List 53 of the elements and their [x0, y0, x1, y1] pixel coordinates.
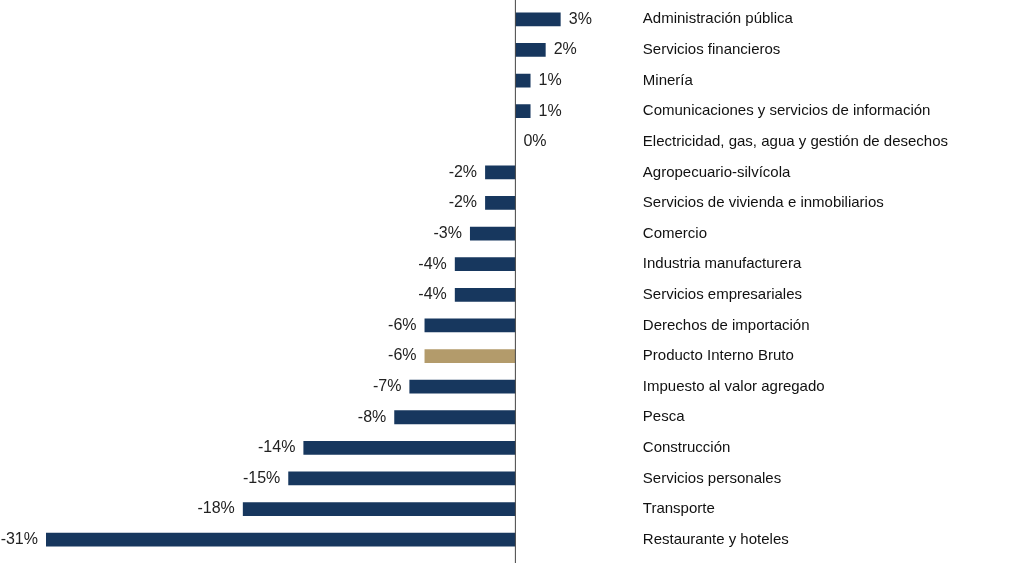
data-label: -14%	[258, 438, 296, 456]
bar	[242, 502, 516, 516]
data-label: -2%	[448, 193, 478, 211]
y-tick-label: Producto Interno Bruto	[642, 346, 794, 364]
bar	[454, 257, 516, 272]
y-tick-label: Servicios personales	[642, 468, 782, 486]
data-label: -2%	[448, 162, 478, 180]
y-tick-label: Pesca	[642, 407, 686, 425]
bar	[46, 532, 516, 547]
data-label: -6%	[388, 346, 417, 364]
bar	[515, 43, 546, 57]
y-tick-label: Agropecuario-silvícola	[642, 162, 792, 180]
data-label: 1%	[538, 101, 562, 119]
y-tick-label: Electricidad, gas, agua y gestión de desechos	[642, 131, 949, 149]
bar	[454, 287, 516, 302]
y-tick-label: Servicios de vivienda e inmobiliarios	[642, 193, 884, 211]
data-label: -4%	[418, 254, 447, 272]
data-label: -3%	[433, 223, 462, 241]
bar	[409, 379, 516, 394]
bar	[515, 73, 531, 88]
data-label: 2%	[553, 40, 577, 58]
y-tick-label: Comercio	[642, 223, 707, 241]
data-label: -8%	[357, 407, 387, 425]
bar	[515, 104, 531, 119]
bar	[485, 196, 516, 210]
bar	[469, 226, 516, 241]
y-tick-label: Comunicaciones y servicios de información	[642, 101, 931, 119]
bar	[424, 349, 516, 363]
bar	[288, 471, 516, 486]
bar	[424, 318, 516, 333]
y-tick-label: Servicios financieros	[642, 40, 781, 58]
bar	[515, 12, 561, 27]
bar	[394, 410, 516, 425]
y-tick-label: Administración pública	[642, 9, 794, 27]
y-tick-label: Construcción	[642, 438, 731, 455]
data-label: -7%	[372, 377, 402, 395]
y-tick-label: Impuesto al valor agregado	[642, 376, 825, 394]
y-tick-label: Derechos de importación	[642, 315, 810, 333]
bar	[303, 440, 516, 455]
y-tick-label: Servicios empresariales	[642, 284, 803, 302]
data-label: 1%	[538, 70, 562, 88]
y-tick-label: Minería	[642, 70, 694, 88]
y-tick-label: Restaurante y hoteles	[642, 529, 789, 547]
y-tick-label: Transporte	[642, 499, 715, 517]
data-label: -18%	[197, 499, 235, 517]
data-label: -6%	[388, 315, 417, 333]
data-label: 3%	[568, 9, 592, 27]
y-tick-label: Industria manufacturera	[642, 254, 802, 272]
data-label: -15%	[242, 468, 281, 486]
data-label: -31%	[0, 530, 38, 548]
data-label: -4%	[418, 285, 447, 303]
bar	[485, 165, 516, 180]
data-label: 0%	[523, 132, 547, 150]
